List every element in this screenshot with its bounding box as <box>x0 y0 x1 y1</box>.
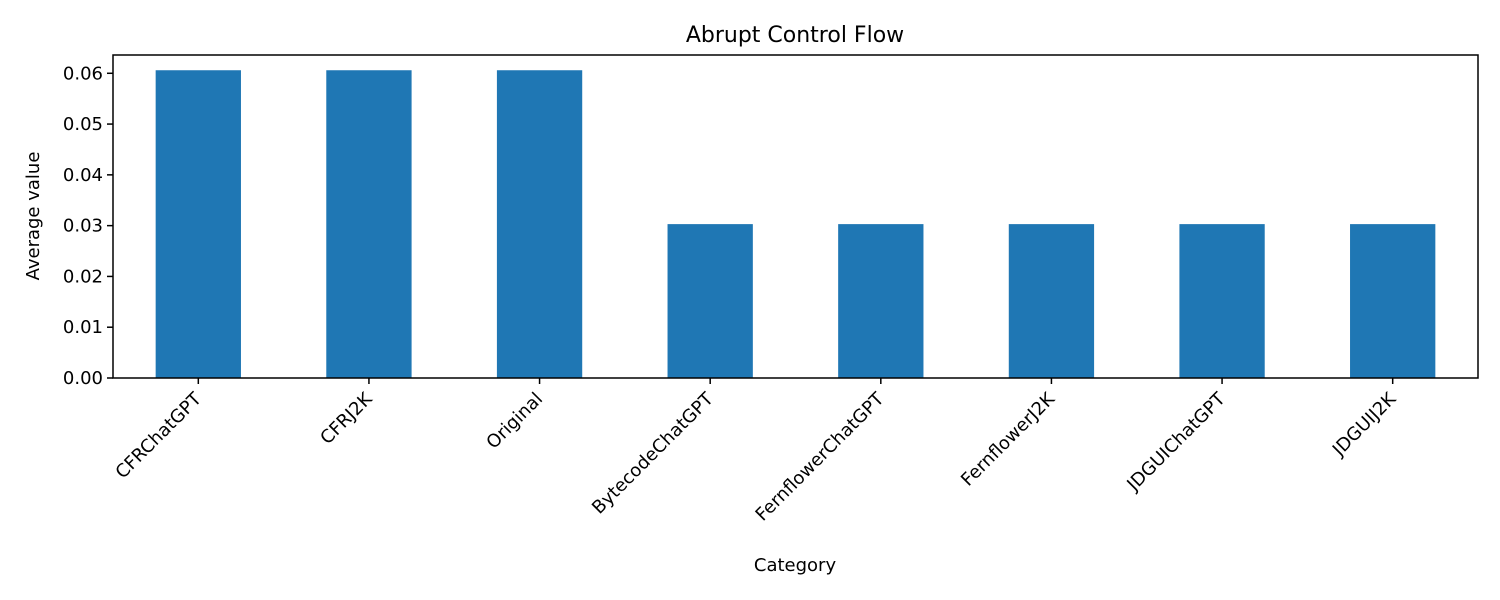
bar-JDGUIChatGPT <box>1179 224 1265 378</box>
chart-title: Abrupt Control Flow <box>686 23 904 48</box>
bar-CFRChatGPT <box>155 70 241 379</box>
x-axis: CFRChatGPT CFRJ2K Original BytecodeChatGPT F… <box>112 378 1401 525</box>
bar-Original <box>496 70 583 379</box>
y-tick-label: 0.00 <box>63 368 103 389</box>
plot-area-frame <box>112 54 1479 379</box>
y-tick-label: 0.01 <box>63 317 103 338</box>
y-tick-label: 0.03 <box>63 216 103 237</box>
bar-FernflowerChatGPT <box>838 224 924 378</box>
y-tick-label: 0.06 <box>63 63 103 84</box>
y-tick-label: 0.02 <box>63 266 103 287</box>
x-axis-title: Category <box>754 555 837 576</box>
x-tick-label: CFRJ2K <box>316 388 377 449</box>
y-tick-label: 0.04 <box>63 165 103 186</box>
x-tick-label: BytecodeChatGPT <box>588 388 718 518</box>
y-axis: 0.00 0.01 0.02 0.03 0.04 0.05 0.06 <box>63 63 113 389</box>
x-tick-label: JDGUIChatGPT <box>1122 388 1230 496</box>
bar-CFRJ2K <box>326 70 412 379</box>
y-axis-title: Average value <box>23 152 44 281</box>
x-tick-label: FernflowerJ2K <box>957 388 1060 491</box>
y-tick-label: 0.05 <box>63 114 103 135</box>
x-tick-label: CFRChatGPT <box>112 388 207 483</box>
bar-BytecodeChatGPT <box>667 224 753 378</box>
bars-group <box>155 70 1436 379</box>
x-tick-label: FernflowerChatGPT <box>752 388 889 525</box>
bar-JDGUIJ2K <box>1350 224 1436 378</box>
x-tick-label: JDGUIJ2K <box>1328 388 1401 461</box>
bar-FernflowerJ2K <box>1008 224 1095 378</box>
x-tick-label: Original <box>482 389 547 454</box>
